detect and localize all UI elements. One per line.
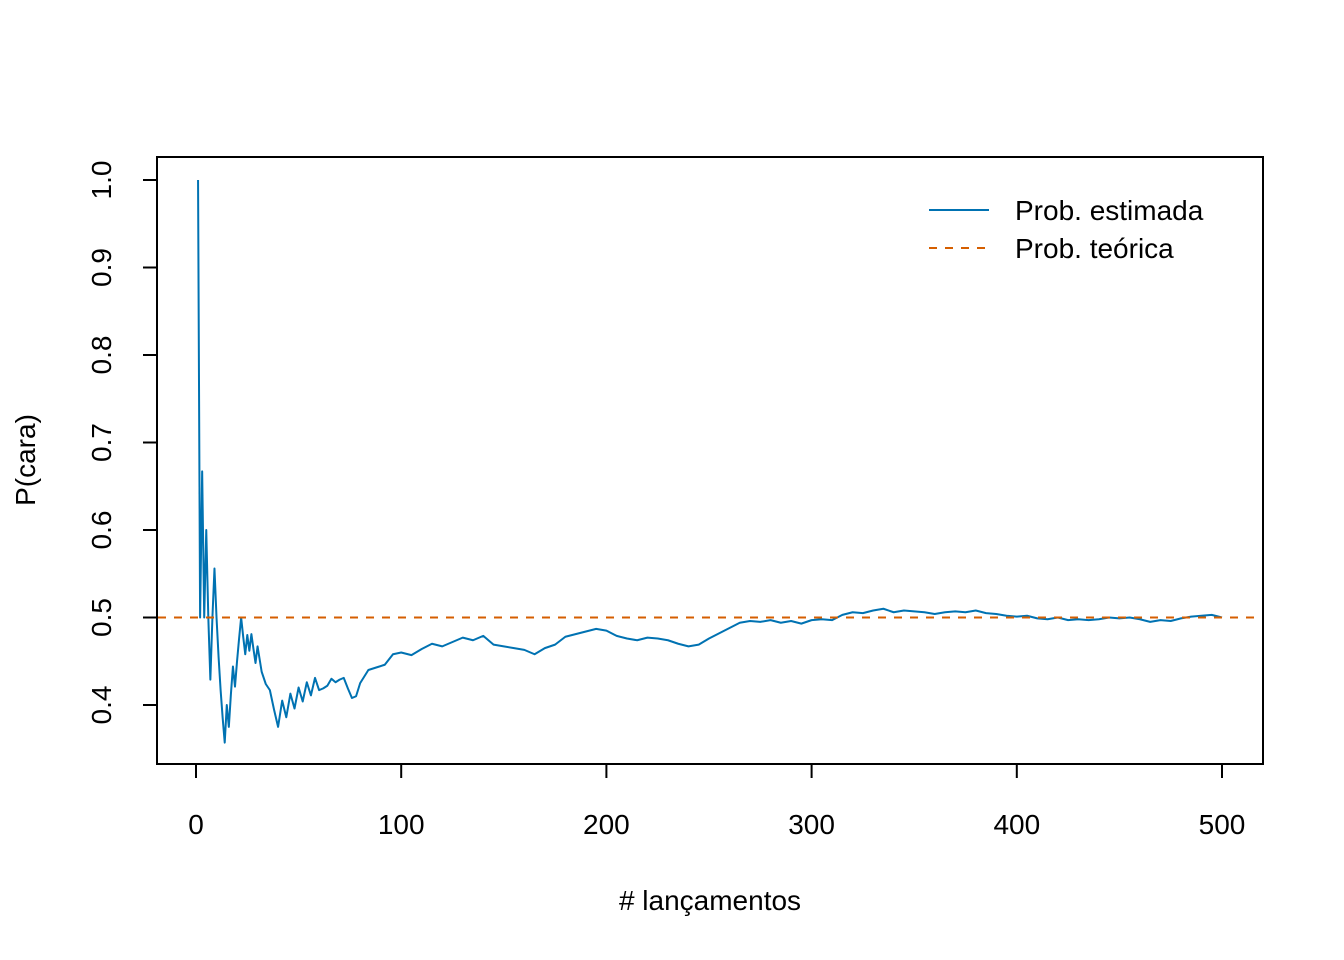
x-tick-label: 200 (583, 809, 630, 840)
x-tick-label: 0 (188, 809, 204, 840)
x-axis-title: # lançamentos (619, 885, 801, 916)
y-tick-label: 1.0 (86, 161, 117, 200)
x-tick-label: 300 (788, 809, 835, 840)
y-tick-label: 0.5 (86, 598, 117, 637)
legend-label: Prob. teórica (1015, 233, 1174, 264)
y-axis-title: P(cara) (10, 414, 41, 506)
x-tick-label: 100 (378, 809, 425, 840)
y-tick-label: 0.8 (86, 336, 117, 375)
legend-label: Prob. estimada (1015, 195, 1204, 226)
x-tick-label: 400 (993, 809, 1040, 840)
legend: Prob. estimada Prob. teórica (929, 195, 1204, 264)
y-tick-label: 0.9 (86, 248, 117, 287)
x-axis: 0 100 200 300 400 500 (188, 763, 1246, 840)
x-tick-label: 500 (1199, 809, 1246, 840)
y-axis: 0.4 0.5 0.6 0.7 0.8 0.9 1.0 (86, 161, 158, 725)
y-tick-label: 0.4 (86, 686, 117, 725)
plot-area (158, 179, 1262, 744)
series-line-prob-estimada (197, 179, 1223, 744)
y-tick-label: 0.6 (86, 511, 117, 550)
y-tick-label: 0.7 (86, 423, 117, 462)
